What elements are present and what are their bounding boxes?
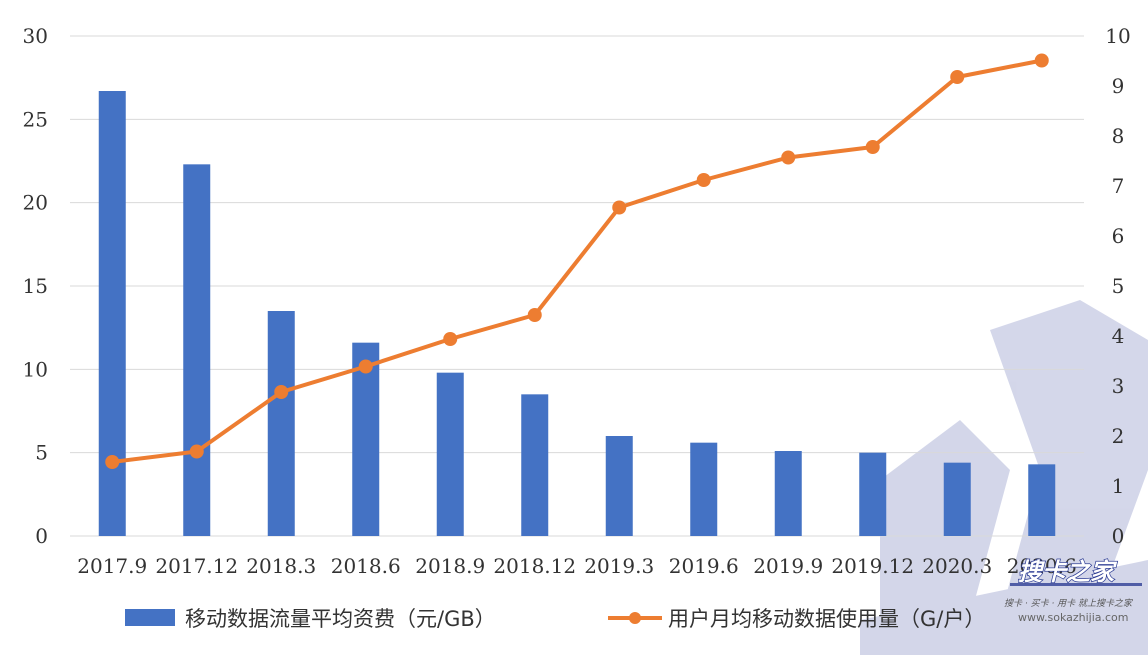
x-tick-label: 2020.6 xyxy=(1007,554,1077,578)
bar xyxy=(774,451,802,536)
y-right-tick-label: 1 xyxy=(1112,474,1125,498)
y-right-tick-label: 8 xyxy=(1112,124,1125,148)
bar xyxy=(859,452,887,536)
y-right-tick-label: 6 xyxy=(1112,224,1125,248)
bar xyxy=(183,164,211,537)
line-point xyxy=(274,385,289,399)
line-point xyxy=(443,332,458,346)
line-point xyxy=(781,150,796,165)
y-right-tick-label: 2 xyxy=(1112,424,1125,448)
x-tick-label: 2018.6 xyxy=(331,554,401,578)
line-point xyxy=(189,444,204,459)
x-tick-label: 2018.12 xyxy=(493,554,576,578)
bar xyxy=(605,436,633,536)
y-left-tick-label: 15 xyxy=(23,274,48,298)
bar xyxy=(352,342,380,536)
bar xyxy=(436,372,464,536)
watermark-tagline: 搜卡 · 买卡 · 用卡 就上搜卡之家 xyxy=(1004,598,1133,609)
legend: 移动数据流量平均资费（元/GB） 用户月均移动数据使用量（G/户） xyxy=(125,607,985,631)
line-series xyxy=(105,53,1049,469)
legend-label-bar: 移动数据流量平均资费（元/GB） xyxy=(185,607,496,631)
bar xyxy=(1028,464,1056,536)
line-point xyxy=(1034,53,1049,68)
x-tick-label: 2019.6 xyxy=(669,554,739,578)
y-left-tick-label: 10 xyxy=(23,357,48,381)
x-tick-label: 2019.9 xyxy=(753,554,823,578)
line-point xyxy=(696,173,711,187)
bar xyxy=(267,311,295,536)
x-tick-label: 2020.3 xyxy=(922,554,992,578)
line-point xyxy=(358,359,373,374)
x-tick-label: 2018.3 xyxy=(246,554,316,578)
y-left-tick-label: 25 xyxy=(23,107,48,131)
y-left-tick-label: 30 xyxy=(23,24,48,48)
legend-swatch-bar xyxy=(125,609,175,626)
watermark-url: www.sokazhijia.com xyxy=(1018,611,1129,624)
y-left-tick-label: 0 xyxy=(35,524,48,548)
x-tick-label: 2017.12 xyxy=(155,554,238,578)
bar xyxy=(521,394,549,536)
watermark-logo-text: 搜卡之家 xyxy=(1018,558,1118,586)
y-left-tick-label: 5 xyxy=(35,441,48,465)
x-tick-label: 2017.9 xyxy=(77,554,147,578)
line-point xyxy=(612,200,627,215)
legend-label-line: 用户月均移动数据使用量（G/户） xyxy=(668,607,985,631)
legend-swatch-marker xyxy=(629,612,641,624)
y-right-tick-label: 10 xyxy=(1105,24,1130,48)
y-right-tick-label: 3 xyxy=(1112,374,1125,398)
y-right-tick-label: 0 xyxy=(1112,524,1125,548)
y-axis-left-ticks: 0 5 10 15 20 25 30 xyxy=(23,24,48,548)
y-right-tick-label: 7 xyxy=(1112,174,1125,198)
x-tick-label: 2019.12 xyxy=(831,554,914,578)
bar-series xyxy=(98,91,1056,537)
line-path xyxy=(112,58,1043,464)
x-tick-label: 2018.9 xyxy=(415,554,485,578)
gridlines xyxy=(70,35,1084,537)
bar xyxy=(690,442,718,536)
y-axis-right-ticks: 0 1 2 3 4 5 6 7 8 9 10 xyxy=(1105,24,1130,548)
y-right-tick-label: 5 xyxy=(1112,274,1125,298)
y-right-tick-label: 4 xyxy=(1112,324,1125,348)
line-point xyxy=(950,70,965,84)
y-left-tick-label: 20 xyxy=(23,191,48,215)
bar xyxy=(98,91,126,536)
bar xyxy=(943,462,971,536)
line-point xyxy=(527,308,542,322)
y-right-tick-label: 9 xyxy=(1112,74,1125,98)
watermark-background xyxy=(860,300,1148,655)
line-point xyxy=(105,455,120,469)
watermark-logo: 搜卡之家 搜卡 · 买卡 · 用卡 就上搜卡之家 www.sokazhijia.… xyxy=(1004,557,1142,624)
x-axis-ticks: 2017.9 2017.12 2018.3 2018.6 2018.9 2018.12 20… xyxy=(77,554,1076,578)
line-point xyxy=(865,140,880,154)
watermark-underline xyxy=(1010,583,1142,586)
x-tick-label: 2019.3 xyxy=(584,554,654,578)
